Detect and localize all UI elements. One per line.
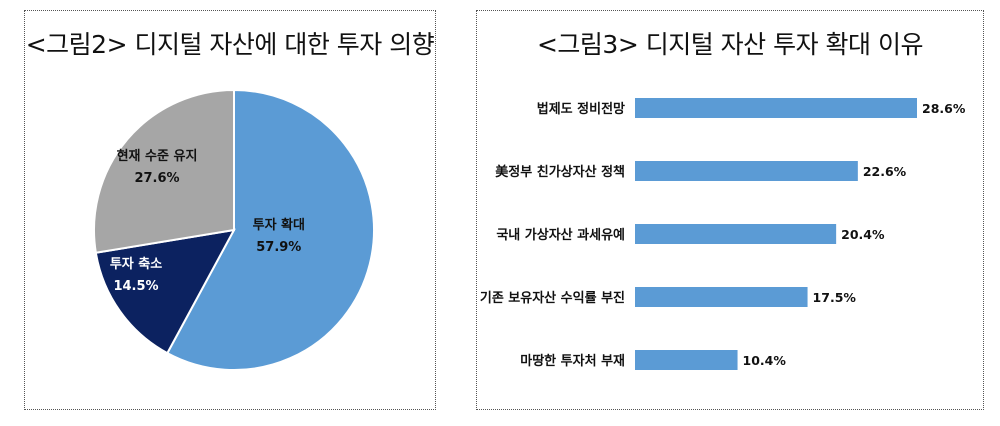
pie-slice-value: 14.5% — [113, 279, 158, 294]
bar-chart-title: <그림3> 디지털 자산 투자 확대 이유 — [536, 30, 924, 59]
bar-category-label: 美정부 친가상자산 정책 — [495, 164, 625, 180]
pie-slice — [94, 228, 236, 355]
bar-category-label: 법제도 정비전망 — [537, 101, 625, 117]
bar-value-label: 10.4% — [743, 353, 787, 368]
bar-category-label: 기존 보유자산 수익률 부진 — [480, 290, 625, 306]
bar — [635, 287, 808, 307]
pie-chart-title: <그림2> 디지털 자산에 대한 투자 의향 — [25, 30, 435, 59]
bar — [635, 224, 837, 244]
pie-chart-panel: <그림2> 디지털 자산에 대한 투자 의향 투자 확대 57.9% 투자 축소 14… — [24, 10, 436, 410]
pie-slice — [165, 88, 375, 371]
pie-slice-label: 현재 수준 유지 — [117, 148, 198, 164]
bar — [635, 98, 917, 118]
pie-chart: 투자 확대 57.9% 투자 축소 14.5% 현재 수준 유지 27.6% — [93, 88, 375, 371]
pie-slice-label: 투자 축소 — [110, 256, 162, 272]
bar — [635, 350, 738, 370]
bar-value-label: 22.6% — [863, 164, 907, 179]
bar-value-label: 28.6% — [922, 101, 966, 116]
pie-slice-value: 27.6% — [134, 171, 179, 186]
bar-chart-panel: <그림3> 디지털 자산 투자 확대 이유 법제도 정비전망 28.6% 美정부 친… — [476, 10, 984, 410]
bar-category-label: 마땅한 투자처 부재 — [520, 353, 625, 369]
bar-category-label: 국내 가상자산 과세유예 — [496, 227, 625, 243]
pie-slice — [93, 88, 235, 254]
bar-value-label: 17.5% — [813, 290, 857, 305]
bar-value-label: 20.4% — [841, 227, 885, 242]
pie-slice-label: 투자 확대 — [253, 217, 305, 233]
bar-chart: 법제도 정비전망 28.6% 美정부 친가상자산 정책 22.6% 국내 가상자산 과세… — [480, 98, 966, 370]
pie-slice-value: 57.9% — [256, 240, 301, 255]
bar — [635, 161, 858, 181]
